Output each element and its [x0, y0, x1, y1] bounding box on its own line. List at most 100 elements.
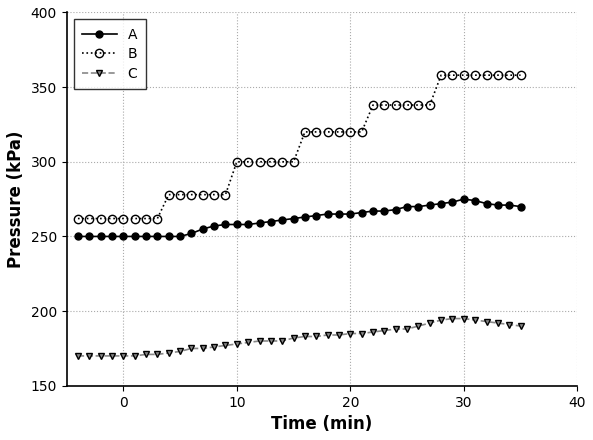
B	[358, 129, 365, 135]
C	[358, 331, 365, 336]
C	[460, 316, 467, 321]
B	[165, 192, 173, 197]
A	[369, 209, 377, 214]
A	[245, 222, 252, 227]
C	[279, 338, 286, 344]
A	[426, 202, 433, 208]
A	[415, 204, 422, 209]
X-axis label: Time (min): Time (min)	[272, 415, 372, 433]
A	[301, 214, 308, 220]
C	[495, 320, 502, 326]
B	[426, 103, 433, 108]
B	[347, 129, 354, 135]
C	[131, 353, 138, 359]
Line: C: C	[75, 315, 524, 359]
B	[86, 216, 93, 221]
C	[426, 320, 433, 326]
B	[177, 192, 184, 197]
C	[245, 340, 252, 345]
C	[415, 323, 422, 329]
B	[438, 73, 445, 78]
A	[256, 220, 263, 226]
B	[415, 103, 422, 108]
B	[74, 216, 81, 221]
A	[290, 216, 297, 221]
B	[109, 216, 116, 221]
Y-axis label: Pressure (kPa): Pressure (kPa)	[7, 130, 25, 268]
B	[392, 103, 399, 108]
A	[120, 234, 127, 239]
C	[74, 353, 81, 359]
B	[336, 129, 343, 135]
A	[142, 234, 149, 239]
C	[506, 322, 513, 327]
B	[369, 103, 377, 108]
A	[188, 231, 195, 236]
C	[222, 343, 229, 348]
C	[449, 316, 456, 321]
B	[120, 216, 127, 221]
A	[358, 210, 365, 215]
A	[165, 234, 173, 239]
B	[199, 192, 206, 197]
B	[154, 216, 161, 221]
C	[188, 346, 195, 351]
A	[97, 234, 104, 239]
B	[222, 192, 229, 197]
B	[324, 129, 331, 135]
A	[460, 197, 467, 202]
C	[97, 353, 104, 359]
C	[347, 331, 354, 336]
B	[471, 73, 479, 78]
C	[154, 352, 161, 357]
C	[369, 330, 377, 335]
A	[517, 204, 524, 209]
A	[211, 224, 218, 229]
C	[86, 353, 93, 359]
B	[97, 216, 104, 221]
C	[313, 334, 320, 339]
A	[109, 234, 116, 239]
A	[267, 219, 275, 224]
A	[154, 234, 161, 239]
B	[245, 159, 252, 165]
B	[495, 73, 502, 78]
B	[403, 103, 410, 108]
C	[177, 349, 184, 354]
C	[267, 338, 275, 344]
A	[506, 202, 513, 208]
A	[381, 209, 388, 214]
C	[392, 326, 399, 332]
A	[324, 211, 331, 216]
A	[449, 199, 456, 205]
C	[256, 338, 263, 344]
A	[233, 222, 240, 227]
Line: B: B	[74, 71, 525, 223]
B	[460, 73, 467, 78]
B	[233, 159, 240, 165]
B	[290, 159, 297, 165]
B	[267, 159, 275, 165]
B	[131, 216, 138, 221]
C	[517, 323, 524, 329]
C	[324, 332, 331, 337]
C	[336, 332, 343, 337]
A	[86, 234, 93, 239]
C	[483, 319, 490, 324]
B	[301, 129, 308, 135]
C	[142, 352, 149, 357]
B	[506, 73, 513, 78]
C	[199, 346, 206, 351]
C	[381, 328, 388, 333]
C	[165, 350, 173, 356]
B	[483, 73, 490, 78]
A	[222, 222, 229, 227]
C	[211, 345, 218, 350]
B	[381, 103, 388, 108]
Line: A: A	[75, 196, 524, 240]
B	[313, 129, 320, 135]
B	[211, 192, 218, 197]
B	[517, 73, 524, 78]
B	[142, 216, 149, 221]
A	[483, 201, 490, 206]
